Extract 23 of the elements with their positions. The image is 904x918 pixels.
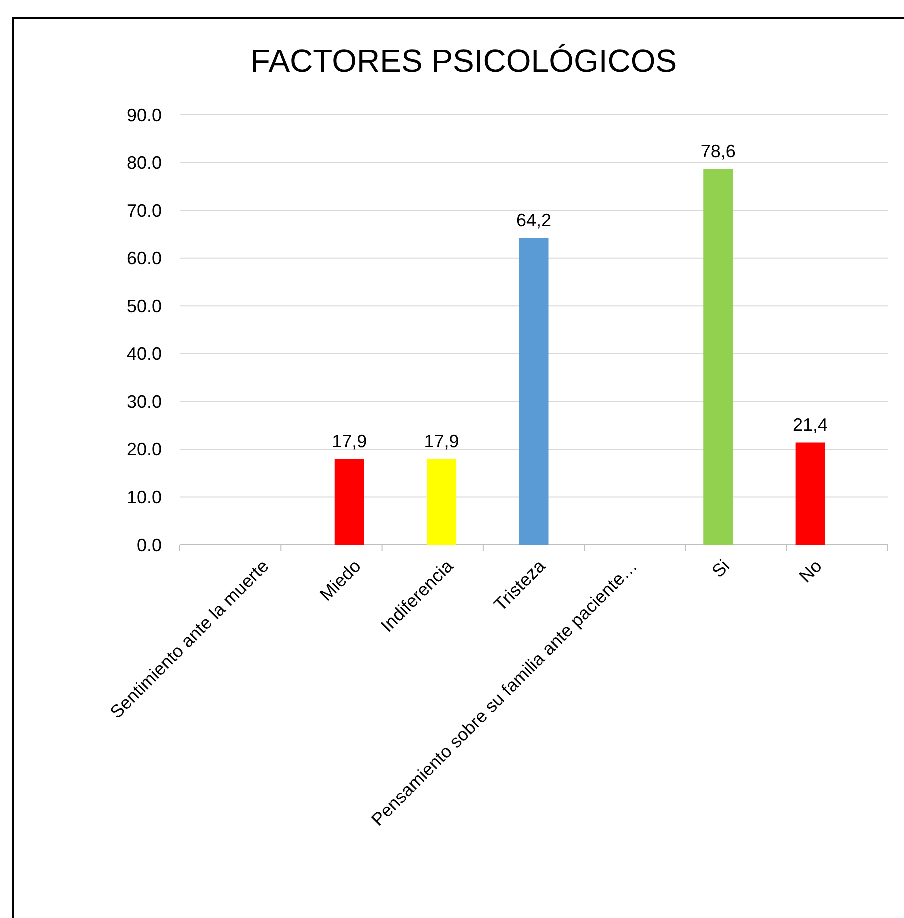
y-tick-label: 30.0	[126, 392, 162, 412]
bar	[334, 459, 364, 545]
bar	[427, 459, 457, 545]
data-label: 64,2	[516, 210, 552, 230]
y-tick-label: 10.0	[126, 488, 162, 508]
bar	[519, 238, 549, 545]
data-label: 21,4	[793, 414, 828, 435]
y-tick-label: 50.0	[126, 296, 162, 316]
y-tick-label: 40.0	[126, 344, 162, 364]
y-tick-label: 70.0	[126, 200, 162, 221]
data-label: 78,6	[700, 141, 736, 162]
chart-title: FACTORES PSICOLÓGICOS	[250, 43, 678, 79]
y-tick-label: 0.0	[136, 535, 162, 556]
data-label: 17,9	[332, 431, 368, 452]
data-label: 17,9	[424, 431, 460, 452]
y-tick-label: 90.0	[126, 105, 162, 126]
x-tick-label: Si	[708, 556, 734, 582]
bar	[796, 442, 826, 545]
bar	[704, 169, 734, 545]
y-tick-label: 60.0	[126, 248, 162, 269]
y-tick-label: 20.0	[126, 440, 162, 460]
x-tick-label: No	[795, 556, 826, 587]
y-tick-label: 80.0	[126, 153, 162, 174]
